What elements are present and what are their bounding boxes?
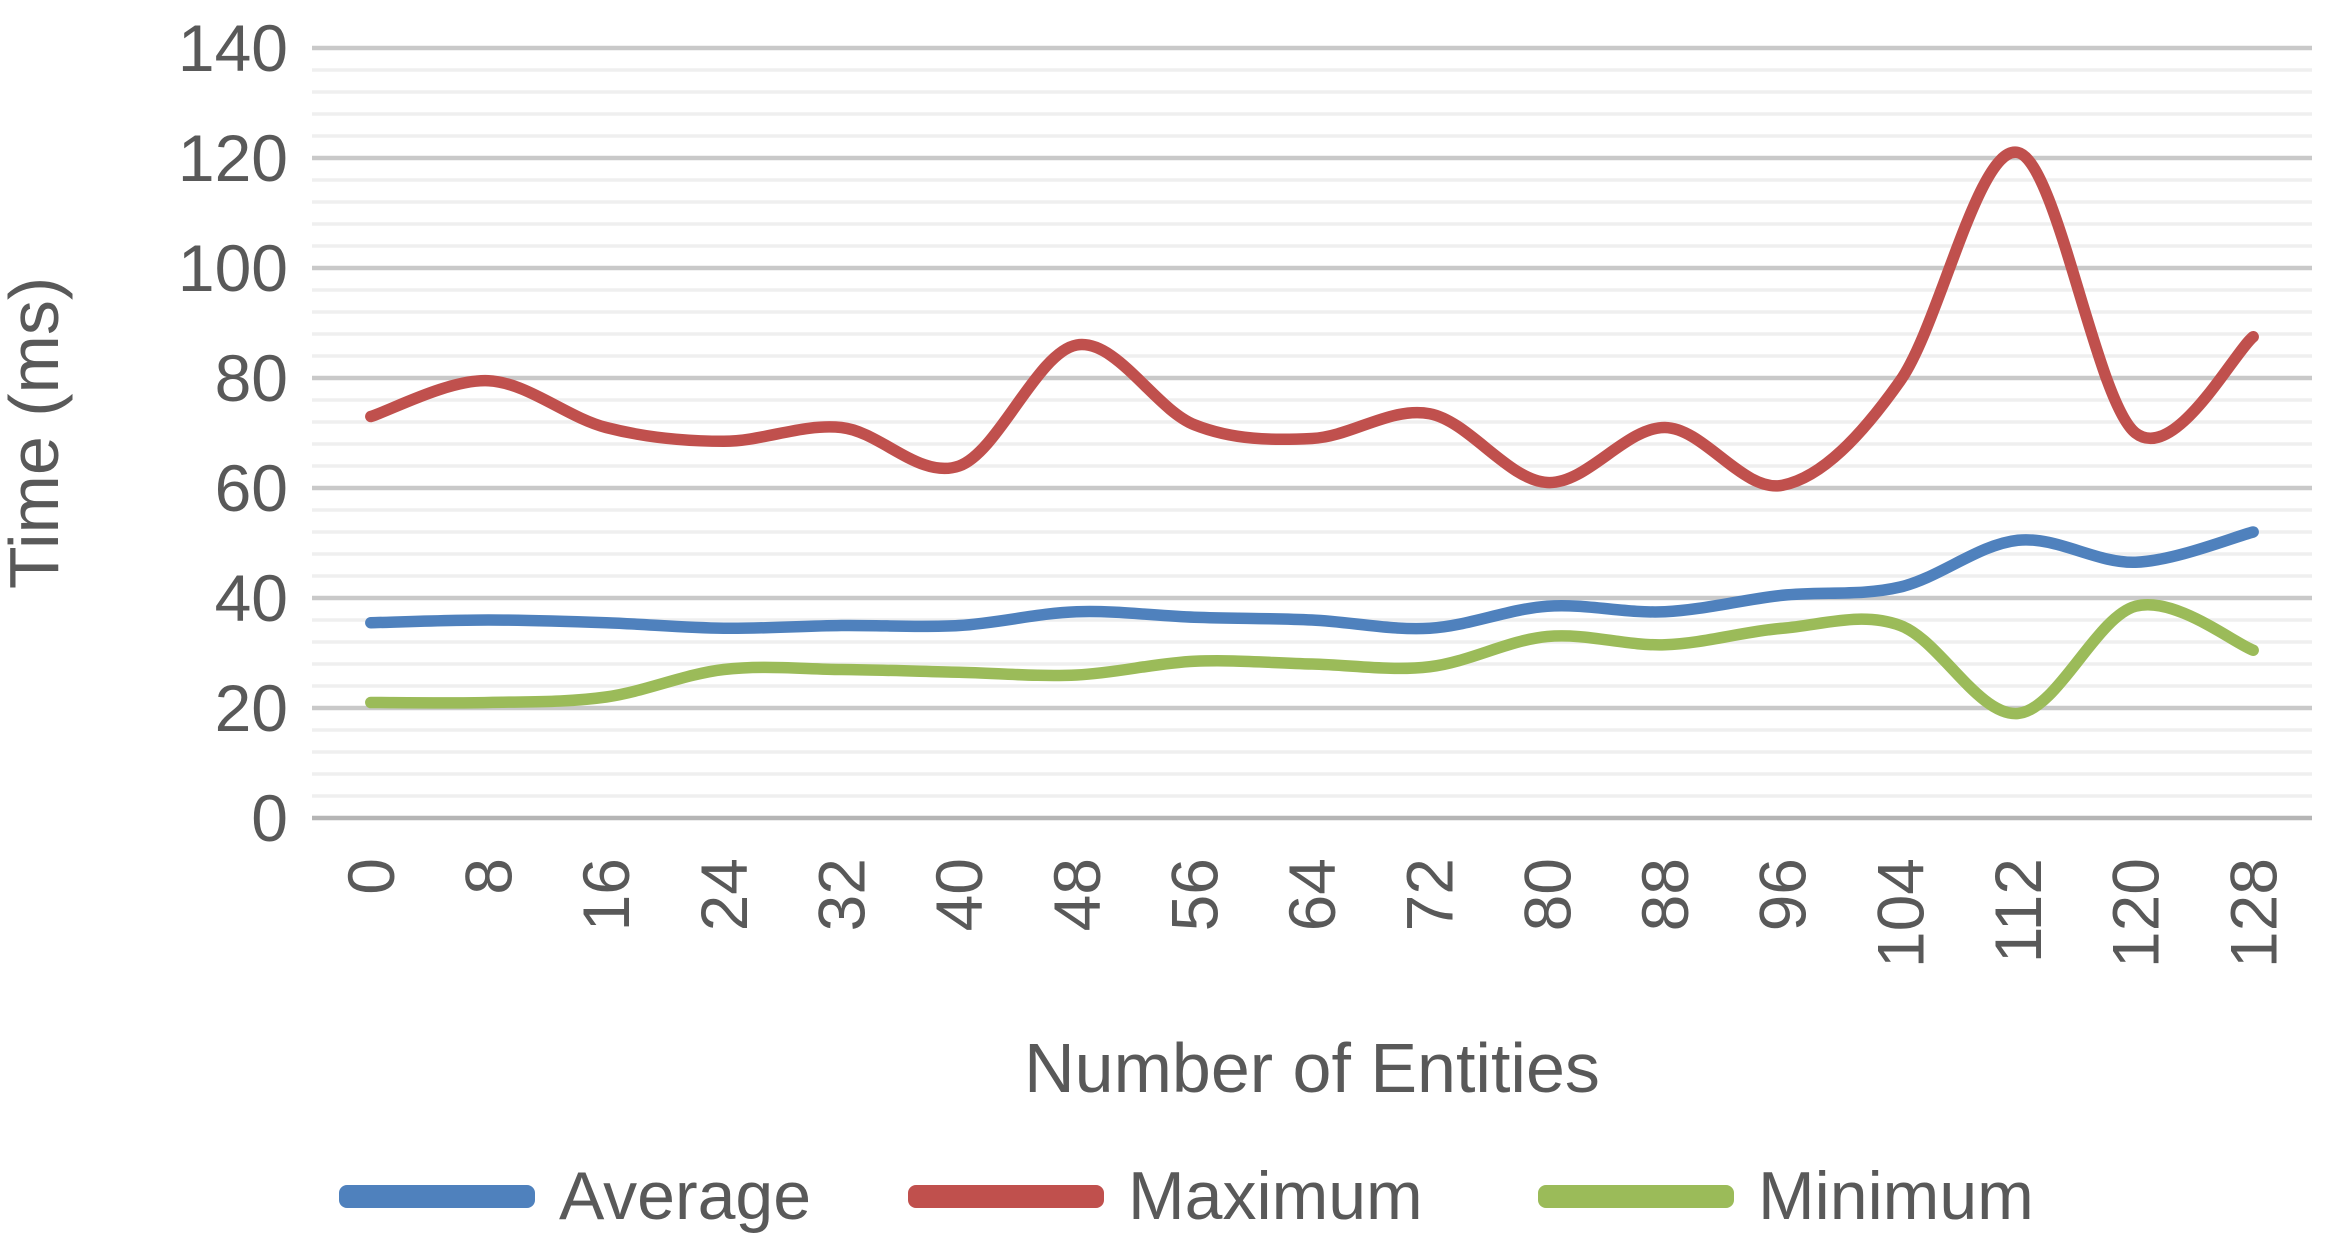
y-tick-label: 20 (215, 671, 288, 745)
x-tick-label: 64 (1275, 858, 1349, 931)
x-tick-label: 128 (2216, 858, 2290, 968)
y-tick-label: 120 (178, 121, 288, 195)
x-tick-label: 80 (1510, 858, 1584, 931)
x-axis-tick-labels: 0 8 16 24 32 40 48 56 64 72 80 88 96 104 112 120 128 (334, 858, 2290, 968)
y-tick-label: 80 (215, 341, 288, 415)
x-tick-label: 56 (1157, 858, 1231, 931)
y-tick-label: 60 (215, 451, 288, 525)
x-tick-label: 0 (334, 858, 408, 895)
x-tick-label: 32 (805, 858, 879, 931)
y-tick-label: 100 (178, 231, 288, 305)
x-tick-label: 104 (1863, 858, 1937, 968)
x-tick-label: 24 (687, 858, 761, 931)
x-tick-label: 120 (2099, 858, 2173, 968)
y-tick-label: 140 (178, 11, 288, 85)
y-axis-title: Time (ms) (0, 277, 73, 589)
series-line-average (365, 526, 2259, 635)
major-gridlines (312, 45, 2312, 821)
series-lines (365, 146, 2259, 720)
y-axis-tick-labels: 0 20 40 60 80 100 120 140 (178, 11, 288, 855)
x-tick-label: 8 (452, 858, 526, 895)
x-tick-label: 96 (1746, 858, 1820, 931)
x-tick-label: 112 (1981, 858, 2055, 963)
x-axis-title: Number of Entities (1024, 1029, 1600, 1107)
x-tick-label: 88 (1628, 858, 1702, 931)
x-tick-label: 16 (569, 858, 643, 931)
y-tick-label: 40 (215, 561, 288, 635)
x-tick-label: 48 (1040, 858, 1114, 931)
series-line-minimum (365, 599, 2259, 720)
y-tick-label: 0 (251, 781, 288, 855)
x-tick-label: 72 (1393, 858, 1467, 931)
series-line-maximum (365, 146, 2259, 492)
x-tick-label: 40 (922, 858, 996, 931)
